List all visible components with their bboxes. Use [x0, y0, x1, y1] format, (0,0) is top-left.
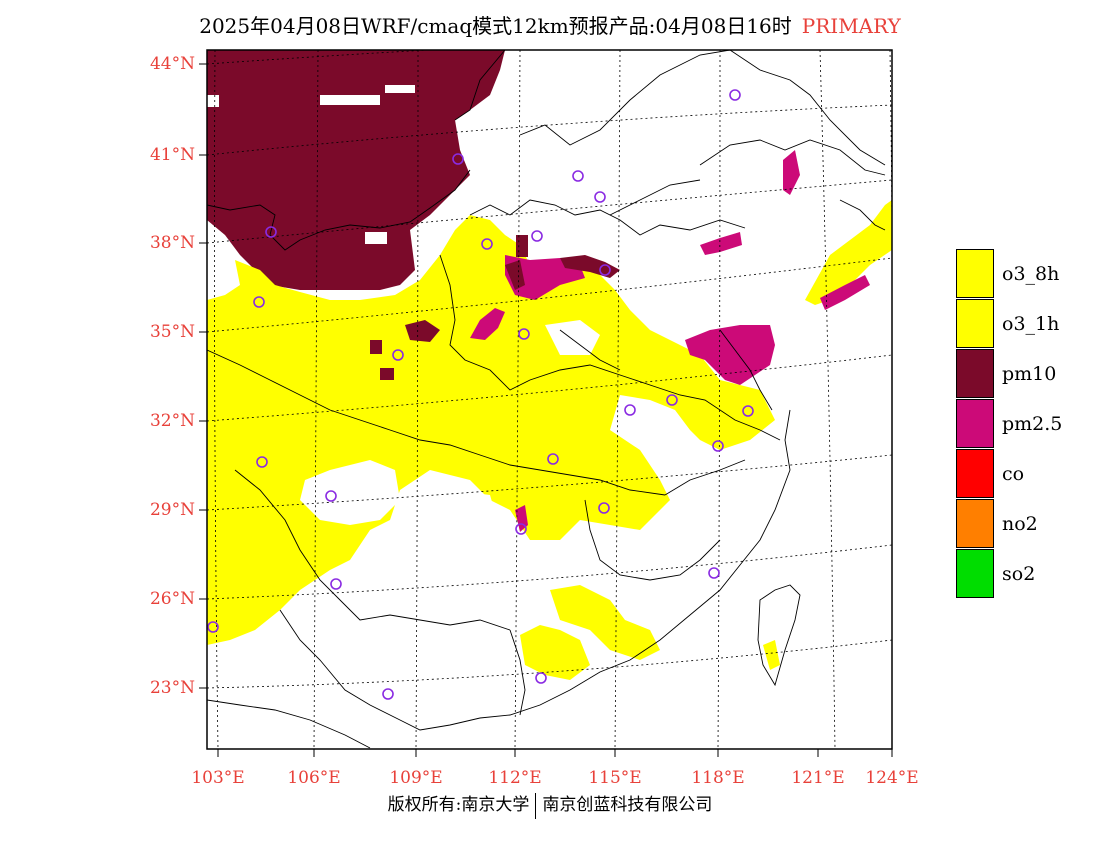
clear-area-sichuan	[300, 460, 400, 525]
pm25-region-northeast	[783, 150, 800, 195]
pm10-region-loess	[405, 320, 440, 342]
lat-label-23: 23°N	[149, 678, 195, 698]
pm25-region-jiangsu	[685, 325, 775, 385]
legend-swatch	[956, 299, 994, 348]
station-markers	[207, 89, 754, 700]
map-frame	[206, 49, 893, 750]
city-circle-icon	[481, 238, 493, 250]
lon-label-103: 103°E	[191, 768, 245, 788]
lat-label-35: 35°N	[149, 322, 195, 342]
pm10-region-northwest	[207, 50, 505, 290]
city-circle-icon	[547, 453, 559, 465]
city-circle-icon	[742, 405, 754, 417]
city-circle-icon	[598, 502, 610, 514]
city-circle-icon	[256, 456, 268, 468]
map-title: 2025年04月08日WRF/cmaq模式12km预报产品:04月08日16时 P…	[0, 10, 1100, 39]
o3-region-coast-north	[805, 200, 892, 305]
footer-divider	[535, 792, 537, 819]
legend-swatch	[956, 399, 994, 448]
city-circle-icon	[265, 226, 277, 238]
city-circle-icon	[624, 404, 636, 416]
lon-label-112: 112°E	[488, 768, 542, 788]
city-circle-icon	[599, 264, 611, 276]
lat-label-41: 41°N	[149, 145, 195, 165]
city-circle-icon	[666, 394, 678, 406]
legend-label: no2	[1002, 513, 1038, 535]
city-circle-icon	[531, 230, 543, 242]
legend-label: co	[1002, 463, 1025, 485]
legend-label: o3_8h	[1002, 263, 1060, 285]
legend-swatch	[956, 449, 994, 498]
lon-label-115: 115°E	[588, 768, 642, 788]
legend-label: o3_1h	[1002, 313, 1060, 335]
city-circle-icon	[515, 523, 527, 535]
title-tag: PRIMARY	[801, 14, 901, 38]
city-circle-icon	[729, 89, 741, 101]
lat-label-38: 38°N	[149, 233, 195, 253]
legend-swatch	[956, 549, 994, 598]
legend-label: pm2.5	[1002, 413, 1063, 435]
copyright-footer: 版权所有:南京大学 南京创蓝科技有限公司	[0, 790, 1100, 819]
o3-region-south	[520, 625, 590, 680]
legend-swatch	[956, 249, 994, 298]
legend-swatch	[956, 499, 994, 548]
o3-region-southeast	[550, 585, 660, 660]
lon-label-118: 118°E	[691, 768, 745, 788]
city-circle-icon	[392, 349, 404, 361]
map-layers	[207, 50, 892, 749]
lat-label-44: 44°N	[149, 54, 195, 74]
city-circle-icon	[518, 328, 530, 340]
city-circle-icon	[594, 191, 606, 203]
pm10-region-hebei	[560, 255, 620, 278]
lat-label-29: 29°N	[149, 500, 195, 520]
pm10-region-shanxi	[505, 260, 525, 290]
city-circle-icon	[330, 578, 342, 590]
lon-label-121: 121°E	[791, 768, 845, 788]
city-circle-icon	[452, 153, 464, 165]
city-circle-icon	[382, 688, 394, 700]
o3-region-main	[207, 215, 775, 645]
city-circle-icon	[535, 672, 547, 684]
clear-area-hunan	[440, 490, 500, 540]
copyright-right: 南京创蓝科技有限公司	[542, 795, 713, 815]
legend-label: pm10	[1002, 363, 1057, 385]
graticule	[207, 50, 892, 749]
city-circle-icon	[207, 621, 219, 633]
lat-label-26: 26°N	[149, 589, 195, 609]
tick-marks	[199, 63, 893, 757]
copyright-left: 版权所有:南京大学	[387, 795, 530, 815]
pm25-region-shandong	[700, 232, 742, 255]
city-circle-icon	[253, 296, 265, 308]
city-circle-icon	[712, 440, 724, 452]
title-main: 2025年04月08日WRF/cmaq模式12km预报产品:04月08日16时	[199, 14, 792, 38]
legend-label: so2	[1002, 563, 1036, 585]
legend-swatch	[956, 349, 994, 398]
pm25-region-coast	[820, 275, 870, 310]
city-circle-icon	[572, 170, 584, 182]
lon-label-106: 106°E	[287, 768, 341, 788]
lon-label-109: 109°E	[389, 768, 443, 788]
o3-region-taiwan	[763, 640, 780, 670]
city-circle-icon	[325, 490, 337, 502]
pm25-region-shaanxi	[470, 308, 505, 340]
clear-area-hebei	[545, 320, 600, 355]
lon-label-124: 124°E	[865, 768, 919, 788]
boundary-lines	[207, 50, 886, 749]
lat-label-32: 32°N	[149, 411, 195, 431]
city-circle-icon	[708, 567, 720, 579]
